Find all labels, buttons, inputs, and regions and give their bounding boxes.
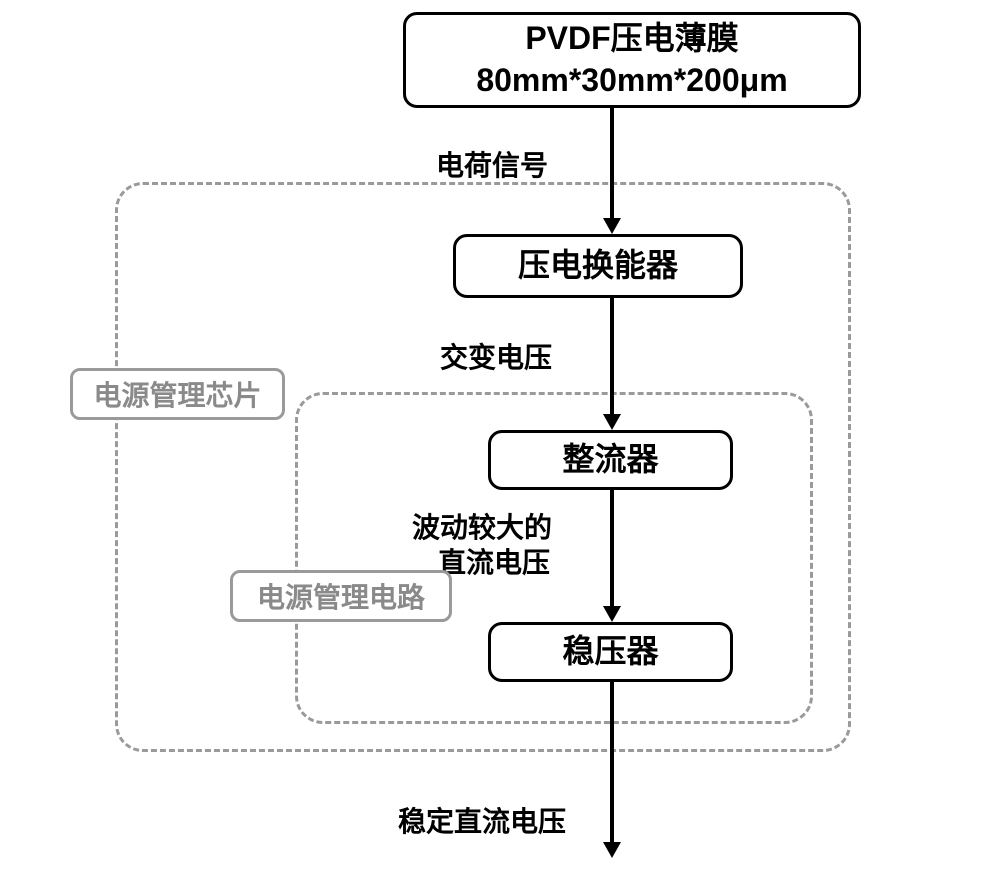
node-pvdf: PVDF压电薄膜 80mm*30mm*200μm: [403, 12, 861, 108]
arrow-rectifier-regulator: [610, 490, 614, 608]
label-stable-dc: 稳定直流电压: [398, 804, 566, 839]
arrowhead-regulator-output: [603, 842, 621, 858]
arrowhead-transducer-rectifier: [603, 414, 621, 430]
node-pvdf-line1: PVDF压电薄膜: [525, 20, 738, 56]
node-regulator: 稳压器: [488, 622, 733, 682]
label-fluctuating-dc-line1: 波动较大的: [412, 512, 552, 543]
arrowhead-rectifier-regulator: [603, 606, 621, 622]
arrow-pvdf-transducer: [610, 108, 614, 220]
label-charge-signal: 电荷信号: [436, 148, 548, 183]
label-ac-voltage: 交变电压: [440, 340, 552, 375]
label-pm-chip: 电源管理芯片: [70, 368, 285, 420]
node-pvdf-line2: 80mm*30mm*200μm: [476, 62, 787, 98]
arrow-regulator-output: [610, 682, 614, 844]
node-rectifier: 整流器: [488, 430, 733, 490]
arrowhead-pvdf-transducer: [603, 218, 621, 234]
label-pm-circuit: 电源管理电路: [230, 570, 452, 622]
node-transducer: 压电换能器: [453, 234, 743, 298]
arrow-transducer-rectifier: [610, 298, 614, 416]
